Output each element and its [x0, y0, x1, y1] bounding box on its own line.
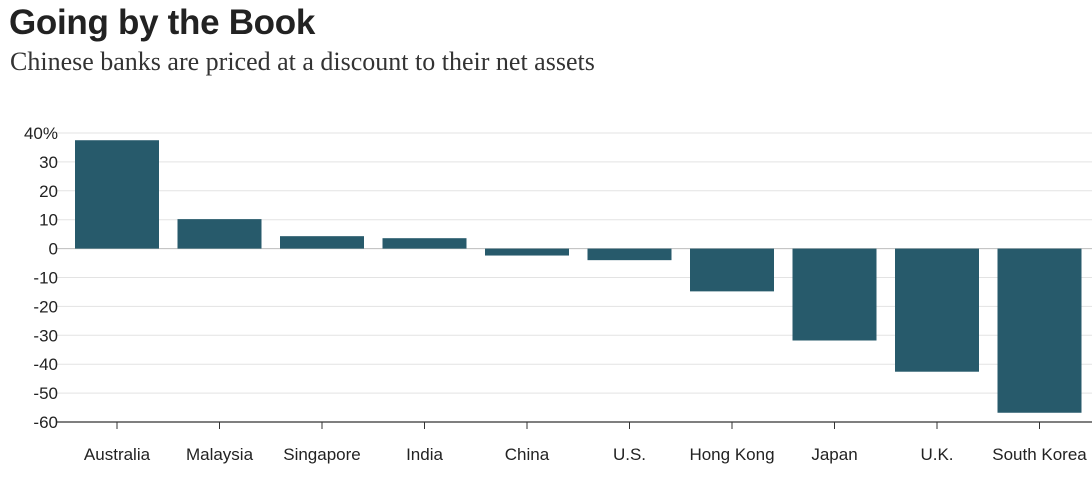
x-tick-label: Australia — [84, 445, 151, 464]
bar — [177, 219, 262, 249]
y-tick-label: -40 — [33, 355, 58, 374]
x-tick-label: Japan — [811, 445, 857, 464]
bar — [485, 248, 569, 256]
x-tick-label: Malaysia — [186, 445, 254, 464]
x-tick-label: U.S. — [613, 445, 646, 464]
y-axis-tick-labels: 40% 30 20 10 0 -10 -20 -30 -40 -50 -60 — [24, 124, 58, 432]
bar — [587, 248, 672, 261]
bar — [792, 248, 877, 341]
bars — [75, 140, 1082, 413]
bar — [690, 248, 774, 292]
y-tick-label: 0 — [49, 240, 58, 259]
y-tick-label: -30 — [33, 326, 58, 345]
chart-subtitle: Chinese banks are priced at a discount t… — [10, 47, 595, 76]
bar — [895, 248, 979, 372]
x-tick-label: China — [505, 445, 550, 464]
x-tick-label: Singapore — [283, 445, 361, 464]
y-tick-label: 20 — [39, 182, 58, 201]
y-tick-label: -60 — [33, 413, 58, 432]
x-tick-label: India — [406, 445, 443, 464]
chart-title: Going by the Book — [9, 3, 316, 42]
x-tick-label: U.K. — [920, 445, 953, 464]
bar — [280, 236, 364, 249]
y-tick-label: -20 — [33, 297, 58, 316]
y-tick-label: 10 — [39, 211, 58, 230]
y-tick-label: 40% — [24, 124, 58, 143]
x-tick-label: South Korea — [992, 445, 1087, 464]
y-tick-label: -50 — [33, 384, 58, 403]
y-tick-label: 30 — [39, 153, 58, 172]
x-axis: Australia Malaysia Singapore India China U.S.… — [57, 421, 1092, 464]
bar — [75, 140, 159, 249]
bar — [997, 248, 1082, 413]
x-tick-label: Hong Kong — [689, 445, 774, 464]
y-tick-label: -10 — [33, 269, 58, 288]
bar — [382, 238, 467, 249]
